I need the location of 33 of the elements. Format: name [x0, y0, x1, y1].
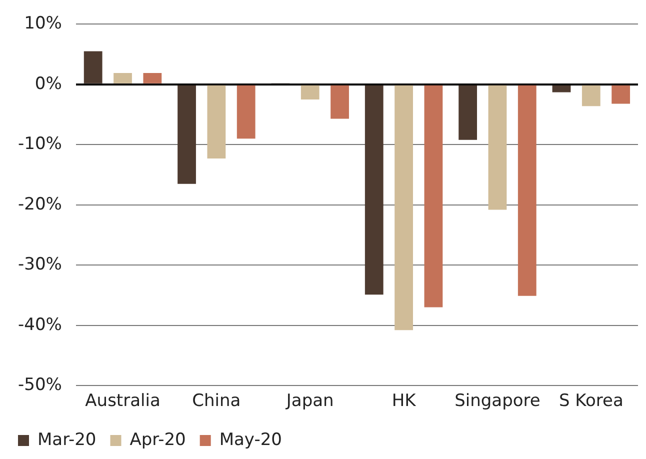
bar [518, 85, 536, 296]
x-tick-label: HK [392, 391, 417, 412]
y-tick-label: -50% [18, 375, 62, 396]
y-tick-label: -30% [18, 254, 62, 275]
bar [394, 85, 413, 330]
bar [178, 85, 196, 184]
y-tick-label: 10% [24, 14, 62, 34]
x-tick-label: S Korea [558, 391, 624, 412]
bar [552, 85, 571, 92]
y-tick-label: -20% [18, 194, 62, 214]
bar [207, 85, 226, 159]
bar [84, 51, 102, 84]
bar [364, 85, 384, 295]
bar [330, 85, 349, 119]
legend-label: Mar-20 [38, 430, 96, 450]
x-tick-label: Japan [285, 391, 334, 412]
bar [300, 85, 320, 100]
bar [143, 72, 162, 84]
y-tick-label: -40% [18, 314, 62, 335]
x-tick-label: Australia [85, 391, 160, 412]
x-tick-label: Singapore [454, 391, 540, 412]
legend-label: Apr-20 [130, 430, 186, 450]
bar [488, 85, 507, 210]
legend-label: May-20 [219, 430, 282, 450]
bar [114, 72, 132, 84]
bar [582, 85, 600, 106]
bar [458, 85, 478, 140]
y-tick-label: 0% [34, 74, 62, 94]
x-tick-label: China [192, 391, 241, 412]
y-tick-label: -10% [18, 134, 62, 154]
bar [612, 85, 630, 104]
bar [236, 85, 256, 139]
bar [424, 85, 443, 308]
